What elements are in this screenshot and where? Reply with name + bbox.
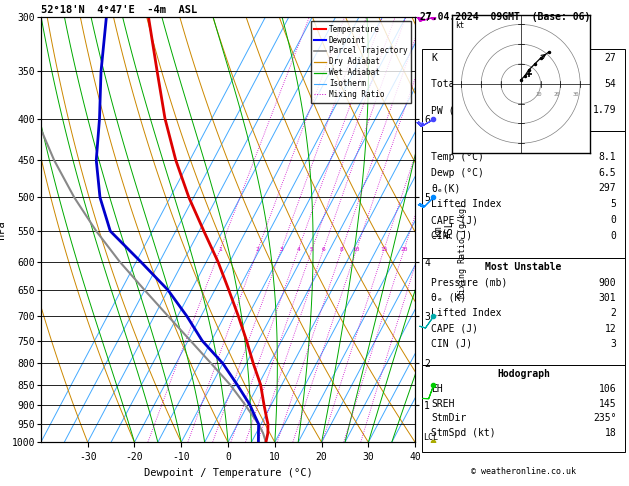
Text: 12: 12 (604, 324, 616, 333)
Text: K: K (431, 53, 437, 64)
Text: SREH: SREH (431, 399, 454, 409)
Text: 1.79: 1.79 (593, 105, 616, 115)
Text: 5: 5 (611, 199, 616, 209)
Text: 6.5: 6.5 (599, 168, 616, 178)
Text: 900: 900 (599, 278, 616, 288)
Text: 8.1: 8.1 (599, 152, 616, 162)
Bar (423, 131, 625, 258)
Text: 52°18'N  4°47'E  -4m  ASL: 52°18'N 4°47'E -4m ASL (41, 5, 197, 15)
X-axis label: Dewpoint / Temperature (°C): Dewpoint / Temperature (°C) (143, 468, 313, 478)
Text: 235°: 235° (593, 413, 616, 423)
Text: LCL: LCL (423, 433, 438, 442)
Text: 54: 54 (604, 79, 616, 89)
Text: Temp (°C): Temp (°C) (431, 152, 484, 162)
Text: CAPE (J): CAPE (J) (431, 215, 478, 225)
Text: Mixing Ratio (g/kg): Mixing Ratio (g/kg) (458, 204, 467, 298)
Text: 2: 2 (256, 247, 260, 252)
Text: 27: 27 (604, 53, 616, 64)
Text: CIN (J): CIN (J) (431, 231, 472, 241)
Text: StmSpd (kt): StmSpd (kt) (431, 428, 496, 438)
Text: Surface: Surface (503, 136, 544, 146)
Text: 27.04.2024  09GMT  (Base: 06): 27.04.2024 09GMT (Base: 06) (420, 12, 591, 22)
Text: θₑ (K): θₑ (K) (431, 293, 466, 303)
Text: 30: 30 (573, 92, 579, 97)
Text: 10: 10 (353, 247, 360, 252)
Text: CIN (J): CIN (J) (431, 339, 472, 349)
Text: 1: 1 (218, 247, 222, 252)
Text: 0: 0 (611, 231, 616, 241)
Y-axis label: km
ASL: km ASL (433, 221, 454, 239)
Text: 18: 18 (604, 428, 616, 438)
Text: 20: 20 (553, 92, 560, 97)
Text: Lifted Index: Lifted Index (431, 199, 501, 209)
Text: 3: 3 (279, 247, 283, 252)
Legend: Temperature, Dewpoint, Parcel Trajectory, Dry Adiabat, Wet Adiabat, Isotherm, Mi: Temperature, Dewpoint, Parcel Trajectory… (311, 21, 411, 103)
Text: 8: 8 (340, 247, 343, 252)
Text: 3: 3 (611, 339, 616, 349)
Text: 6: 6 (321, 247, 325, 252)
Text: Totals Totals: Totals Totals (431, 79, 508, 89)
Text: 15: 15 (380, 247, 387, 252)
Text: Most Unstable: Most Unstable (486, 262, 562, 273)
Text: 2: 2 (611, 308, 616, 318)
Text: 145: 145 (599, 399, 616, 409)
Text: 20: 20 (400, 247, 408, 252)
Text: CAPE (J): CAPE (J) (431, 324, 478, 333)
Text: θₑ(K): θₑ(K) (431, 183, 460, 193)
Bar (423, 258, 625, 364)
Text: 301: 301 (599, 293, 616, 303)
Text: 297: 297 (599, 183, 616, 193)
Text: PW (cm): PW (cm) (431, 105, 472, 115)
Text: Pressure (mb): Pressure (mb) (431, 278, 508, 288)
Text: 0: 0 (611, 215, 616, 225)
Bar (423, 49, 625, 131)
Text: Hodograph: Hodograph (497, 369, 550, 380)
Text: Lifted Index: Lifted Index (431, 308, 501, 318)
Text: © weatheronline.co.uk: © weatheronline.co.uk (471, 467, 576, 476)
Text: StmDir: StmDir (431, 413, 466, 423)
Text: 106: 106 (599, 384, 616, 394)
Y-axis label: hPa: hPa (0, 220, 6, 239)
Text: 4: 4 (296, 247, 300, 252)
Text: 10: 10 (535, 92, 542, 97)
Text: 5: 5 (310, 247, 314, 252)
Bar (423, 364, 625, 452)
Text: Dewp (°C): Dewp (°C) (431, 168, 484, 178)
Text: EH: EH (431, 384, 443, 394)
Text: kt: kt (455, 20, 465, 30)
